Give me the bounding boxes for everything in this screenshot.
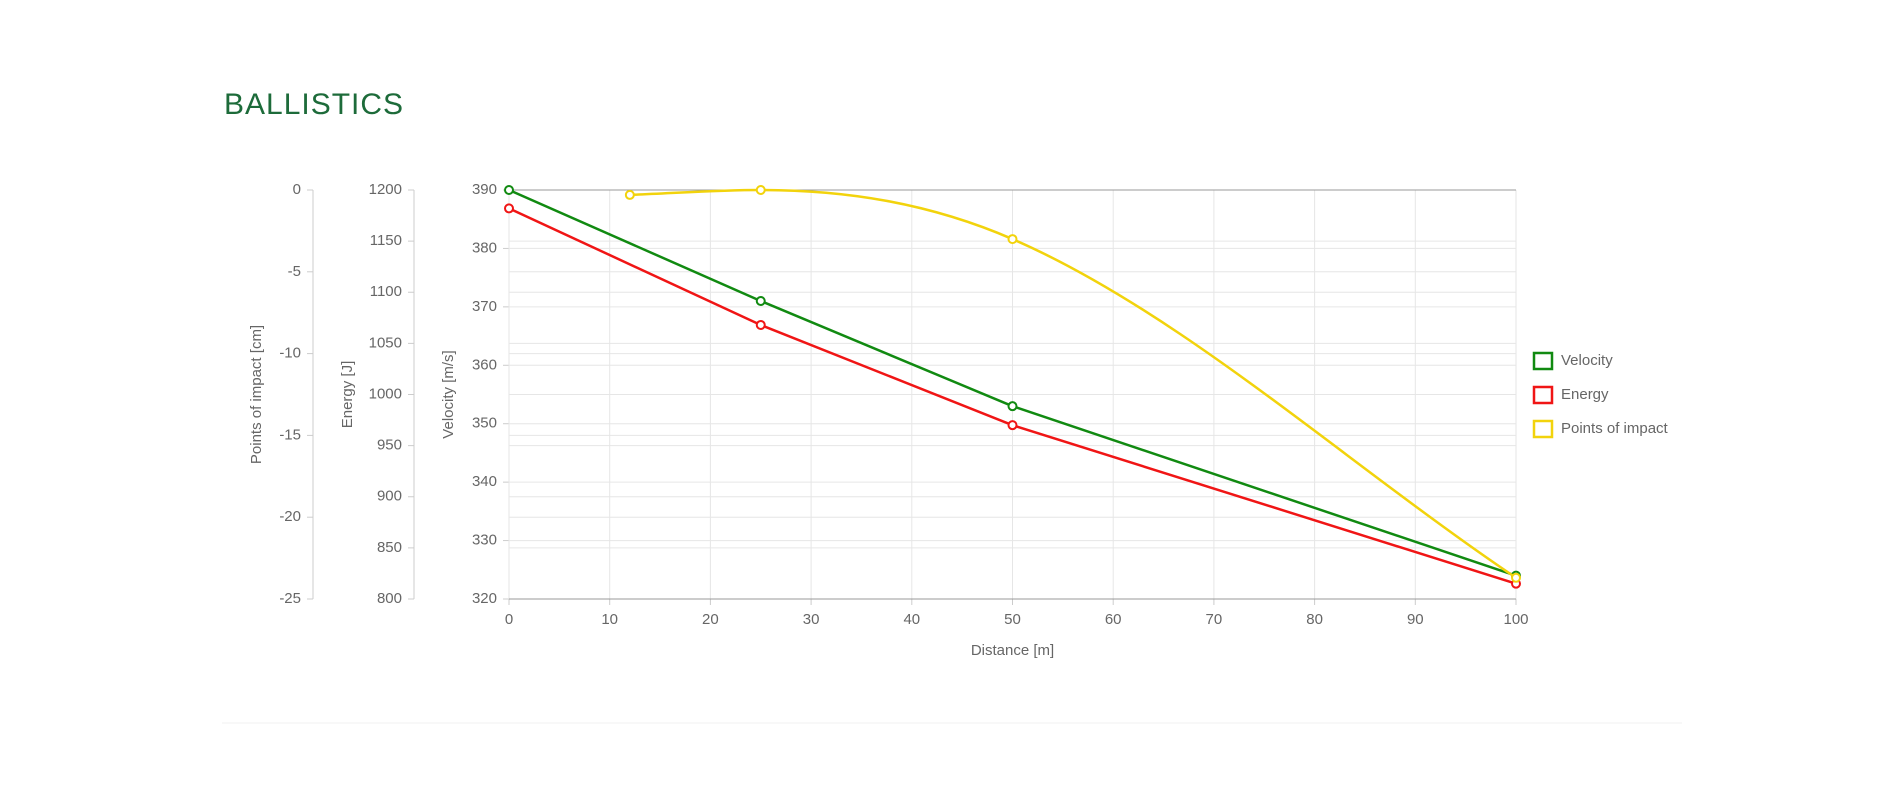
y-tick-label: 800 [377, 590, 402, 607]
x-axis-title: Distance [m] [971, 642, 1054, 659]
y-tick-label: 330 [472, 532, 497, 549]
data-point [1007, 420, 1018, 431]
y-tick-label: 900 [377, 488, 402, 505]
y-axis-title: Velocity [m/s] [440, 350, 457, 438]
data-point [755, 185, 766, 195]
data-point [1007, 234, 1018, 245]
x-tick-label: 30 [803, 611, 820, 628]
series-line [508, 207, 1517, 585]
data-point [755, 319, 766, 330]
data-point [624, 189, 635, 200]
y-tick-label: 390 [472, 181, 497, 198]
x-tick-label: 20 [702, 611, 719, 628]
y-tick-label: -15 [279, 426, 301, 443]
y-tick-label: 320 [472, 590, 497, 607]
x-tick-label: 10 [601, 611, 618, 628]
x-tick-label: 60 [1105, 611, 1122, 628]
y-tick-label: 370 [472, 298, 497, 315]
y-tick-label: -10 [279, 345, 301, 362]
y-tick-label: 340 [472, 473, 497, 490]
legend-swatch [1532, 385, 1554, 405]
y-tick-label: 1050 [369, 334, 402, 351]
y-tick-label: 1150 [370, 232, 402, 249]
y-tick-label: 850 [377, 539, 402, 556]
chart-title: BALLISTICS [224, 88, 404, 121]
x-tick-label: 0 [505, 611, 513, 628]
x-tick-label: 100 [1503, 611, 1528, 628]
legend-swatch [1532, 419, 1554, 439]
y-tick-label: 950 [377, 437, 402, 454]
data-point [504, 203, 514, 214]
data-point [755, 296, 766, 307]
y-axis-title: Energy [J] [339, 361, 356, 429]
x-tick-label: 50 [1004, 611, 1021, 628]
data-point [1511, 572, 1521, 583]
legend-label: Energy [1561, 386, 1609, 403]
legend-label: Points of impact [1561, 420, 1669, 437]
y-tick-label: 360 [472, 356, 497, 373]
y-tick-label: 1000 [369, 385, 402, 402]
y-tick-label: 1100 [370, 283, 402, 300]
legend-swatch [1532, 351, 1554, 371]
x-tick-label: 90 [1407, 611, 1424, 628]
y-axis-title: Points of impact [cm] [248, 325, 265, 464]
x-tick-label: 40 [903, 611, 920, 628]
y-tick-label: -25 [279, 590, 301, 607]
y-tick-label: 0 [293, 181, 301, 198]
y-tick-label: 380 [472, 239, 497, 256]
y-tick-label: -5 [288, 263, 301, 280]
data-point [504, 185, 514, 195]
series-line [508, 188, 1517, 577]
y-tick-label: -20 [279, 508, 301, 525]
series-line [629, 188, 1517, 579]
data-point [1007, 401, 1018, 412]
legend-label: Velocity [1561, 352, 1613, 369]
y-tick-label: 1200 [369, 181, 402, 198]
y-tick-label: 350 [472, 415, 497, 432]
x-tick-label: 70 [1206, 611, 1223, 628]
x-tick-label: 80 [1306, 611, 1323, 628]
